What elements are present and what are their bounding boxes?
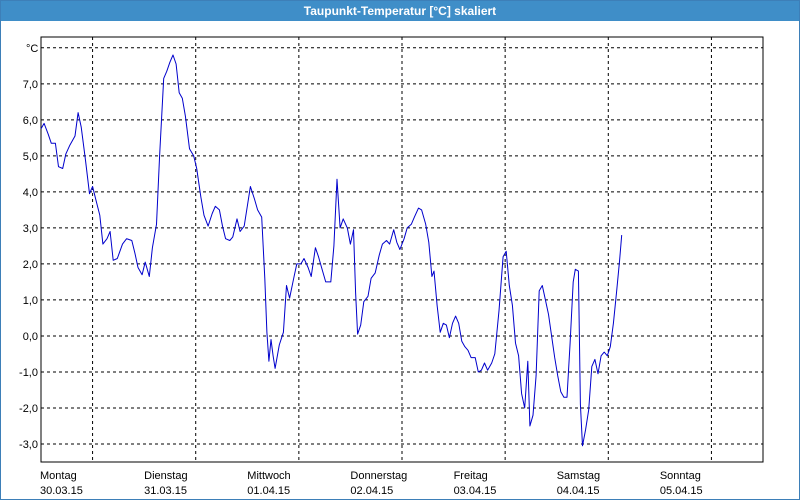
x-tick-date: 02.04.15 bbox=[350, 485, 393, 497]
series-layer bbox=[40, 54, 623, 447]
y-tick-label: 2,0 bbox=[23, 259, 38, 271]
x-tick-day: Sonntag bbox=[660, 470, 701, 482]
y-axis-unit: °C bbox=[26, 43, 38, 55]
y-tick-label: 6,0 bbox=[23, 115, 38, 127]
x-tick-date: 03.04.15 bbox=[454, 485, 497, 497]
grid-layer bbox=[41, 37, 763, 462]
y-tick-label: 0,0 bbox=[23, 331, 38, 343]
x-tick-day: Montag bbox=[40, 470, 77, 482]
y-tick-label: -2,0 bbox=[19, 403, 38, 415]
x-tick-day: Dienstag bbox=[144, 470, 187, 482]
x-tick-date: 30.03.15 bbox=[40, 485, 83, 497]
x-tick-day: Donnerstag bbox=[350, 470, 407, 482]
y-tick-label: 3,0 bbox=[23, 223, 38, 235]
chart-canvas: °C -3,0-2,0-1,00,01,02,03,04,05,06,07,0 … bbox=[19, 36, 764, 497]
y-tick-label: 4,0 bbox=[23, 187, 38, 199]
y-tick-label: 5,0 bbox=[23, 151, 38, 163]
y-tick-labels: -3,0 -2,0 -1,0 0,0 1,0 2,0 3,0 4,0 5,0 6,0 7,0 bbox=[19, 79, 38, 451]
x-tick-date: 05.04.15 bbox=[660, 485, 703, 497]
x-tick-date: 01.04.15 bbox=[247, 485, 290, 497]
y-tick-label: -1,0 bbox=[19, 367, 38, 379]
y-tick-label: 7,0 bbox=[23, 79, 38, 91]
x-tick-day: Freitag bbox=[454, 470, 488, 482]
x-tick-day: Samstag bbox=[557, 470, 600, 482]
dew-point-series-line bbox=[40, 54, 623, 447]
y-tick-label: -3,0 bbox=[19, 439, 38, 451]
y-tick-label: 1,0 bbox=[23, 295, 38, 307]
x-tick-date: 04.04.15 bbox=[557, 485, 600, 497]
x-tick-date: 31.03.15 bbox=[144, 485, 187, 497]
x-tick-day: Mittwoch bbox=[247, 470, 290, 482]
plot-frame bbox=[40, 36, 764, 463]
x-tick-labels: Montag 30.03.15 Dienstag 31.03.15 Mittwoch 01… bbox=[40, 470, 703, 497]
window-title: Taupunkt-Temperatur [°C] skaliert bbox=[1, 1, 799, 21]
